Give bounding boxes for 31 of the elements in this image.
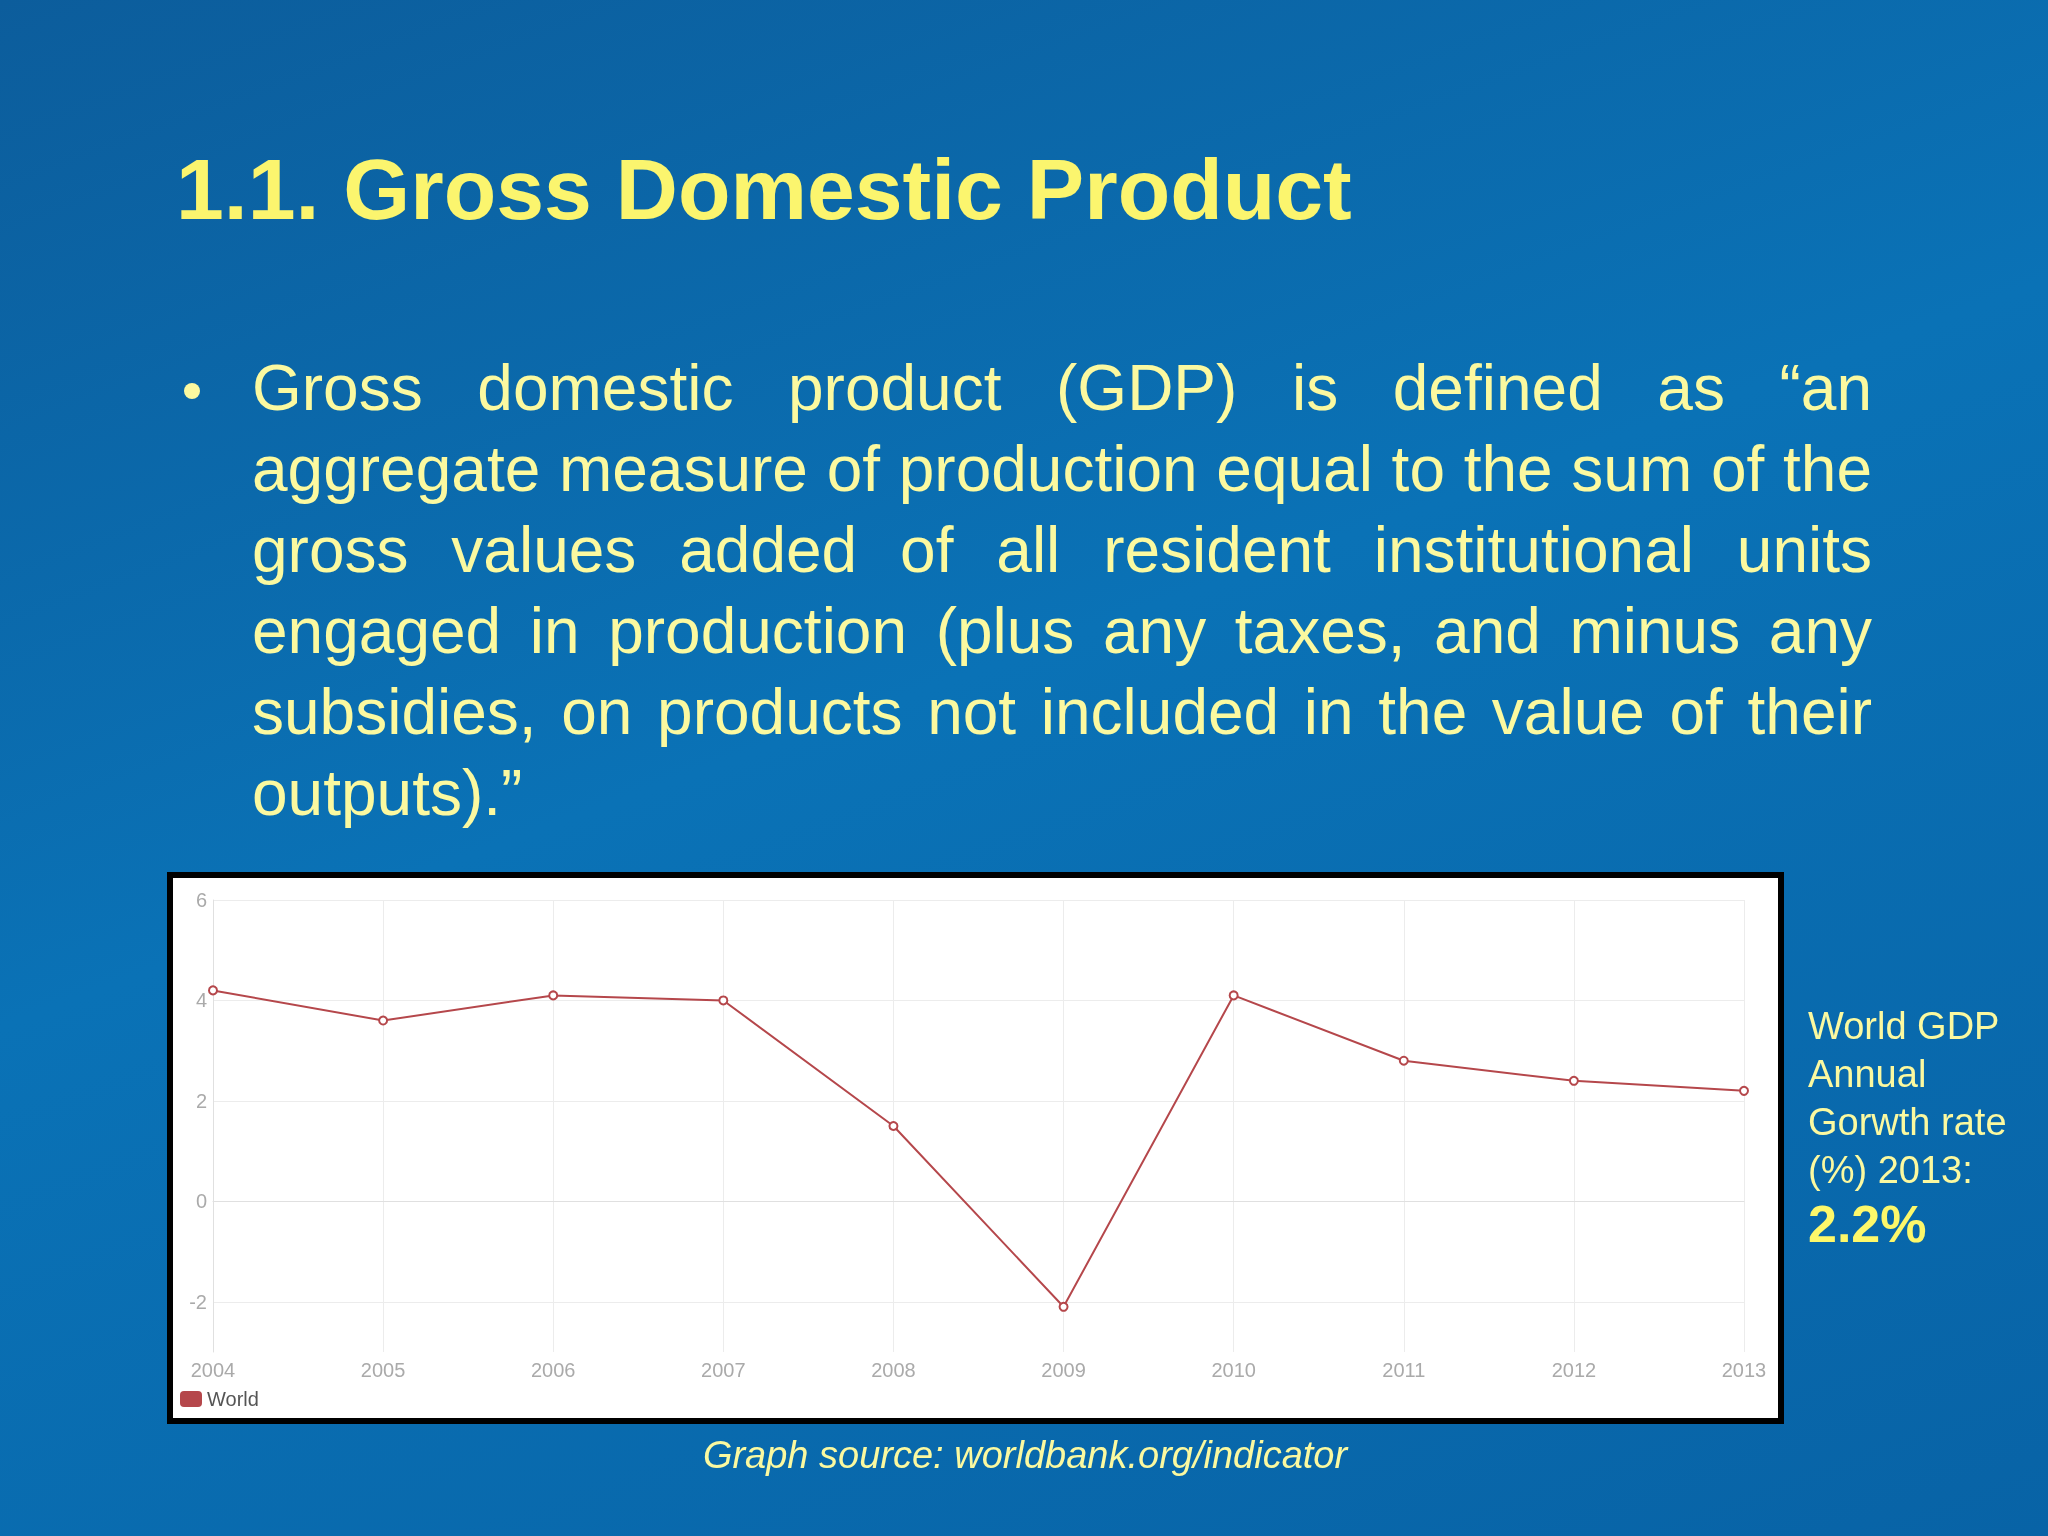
legend-label: World: [207, 1388, 259, 1410]
point: [378, 1015, 389, 1026]
point: [1228, 990, 1239, 1001]
y-tick-label: 0: [195, 1190, 207, 1213]
x-tick-label: 2011: [1382, 1359, 1426, 1381]
point: [1398, 1055, 1409, 1066]
point: [1739, 1085, 1749, 1096]
x-tick-label: 2013: [1721, 1359, 1767, 1381]
chart-subtitle: Gross domestic product (GDP) is defined as “an aggregate measure of production equal to the sum of the gross values added of all resident institutional units engaged in production (plus any taxes, and minus any subsidies, on products not included in the value of their outputs).”: [252, 351, 1872, 831]
text: World GDP Annual Gorwth rate (%) 2013:: [1808, 1005, 2007, 1191]
x-tick-label: 2009: [1041, 1359, 1086, 1381]
x-tick-label: 2005: [360, 1359, 406, 1381]
point: [1568, 1075, 1579, 1086]
text: 2.2%: [1808, 1194, 1928, 1254]
point: [208, 985, 218, 996]
x-tick-label: 2007: [701, 1359, 746, 1381]
point: [1058, 1301, 1069, 1312]
y-tick-label: -2: [189, 1290, 207, 1313]
x-tick-label: 2010: [1211, 1359, 1256, 1381]
x-tick-label: 2004: [190, 1359, 236, 1381]
text: Graph source: worldbank.org/indicator: [701, 1433, 1350, 1478]
point: [888, 1121, 899, 1131]
x-tick-label: 2008: [871, 1359, 916, 1381]
point: [718, 995, 729, 1006]
y-tick-label: 2: [195, 1089, 207, 1112]
x-tick-label: 2006: [530, 1359, 576, 1381]
point: [548, 990, 559, 1001]
y-tick-label: 6: [195, 889, 207, 911]
x-tick-label: 2012: [1551, 1359, 1597, 1381]
chart-title: 1.1. Gross Domestic Product: [176, 140, 1352, 239]
y-tick-label: 4: [195, 989, 207, 1012]
